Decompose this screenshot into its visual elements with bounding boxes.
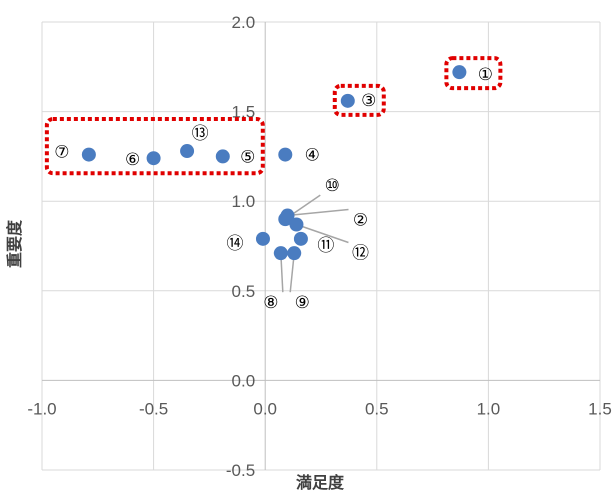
point-label: ⑦ [54,143,69,163]
data-point [289,217,303,231]
x-tick-label: -1.0 [27,399,56,418]
y-tick-label: 2.0 [232,13,256,32]
point-label: ⑤ [240,147,255,167]
data-point [341,94,355,108]
data-point [216,149,230,163]
data-point [147,151,161,165]
data-point [82,148,96,162]
y-tick-label: 0.0 [232,371,256,390]
point-labels: ① ② ③ ④ ⑤ ⑥ ⑦ ⑧ ⑨ ⑩ ⑪ ⑫ ⑬ ⑭ [54,65,493,313]
y-tick-label: -0.5 [226,461,255,480]
x-tick-label: 0.0 [253,399,277,418]
y-tick-label: 1.0 [232,192,256,211]
point-label: ⑫ [352,243,369,263]
x-tick-label: 1.5 [588,399,612,418]
data-point [452,65,466,79]
data-point [256,232,270,246]
y-tick-label: 0.5 [232,282,256,301]
point-label: ⑭ [226,234,243,254]
x-axis-title: 満足度 [296,473,345,492]
point-label: ⑬ [192,124,209,144]
data-point [180,144,194,158]
point-label: ② [353,211,368,231]
data-point [287,246,301,260]
data-point [274,246,288,260]
y-axis-title: 重要度 [5,219,24,268]
point-label: ④ [305,146,320,166]
point-label: ⑪ [317,236,334,256]
point-label: ⑩ [325,176,340,196]
data-point [278,148,292,162]
point-label: ① [478,65,493,85]
point-label: ③ [361,91,376,111]
x-tick-labels: -1.0 -0.5 0.0 0.5 1.0 1.5 [27,399,611,418]
data-point [294,232,308,246]
point-label: ⑨ [295,293,310,313]
highlight-boxes [47,58,501,173]
x-tick-label: -0.5 [139,399,168,418]
x-tick-label: 0.5 [365,399,389,418]
point-label: ⑧ [263,293,278,313]
x-tick-label: 1.0 [477,399,501,418]
point-label: ⑥ [125,150,140,170]
